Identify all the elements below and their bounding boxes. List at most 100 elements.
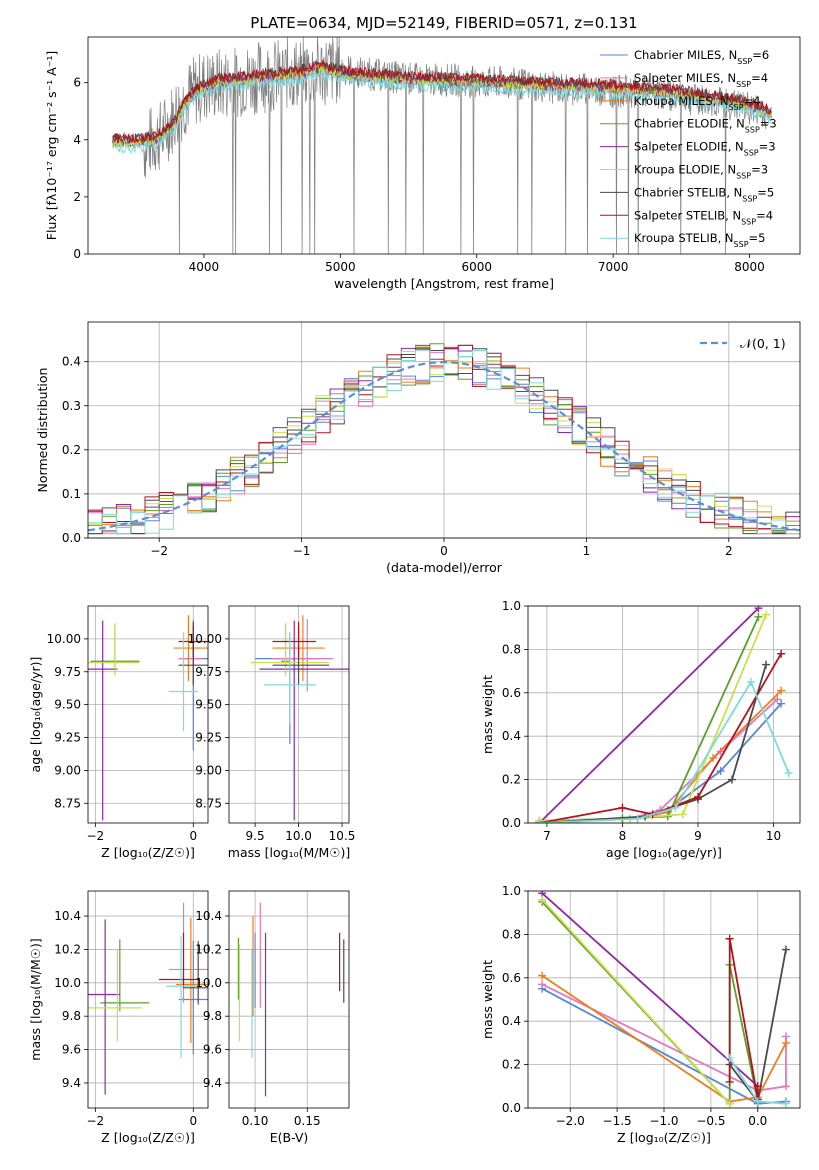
legend-suffix: =4 bbox=[744, 94, 761, 108]
marker-salpeter_stelib bbox=[725, 934, 734, 943]
legend-suffix: =3 bbox=[759, 140, 776, 154]
marker-kroupa_miles bbox=[709, 753, 718, 762]
series-salpeter_miles bbox=[541, 983, 787, 1092]
model-spectrum-salpeter_stelib bbox=[112, 60, 772, 144]
legend-sub: SSP bbox=[742, 194, 757, 203]
axes-massweight_vs_Z: −2.0 −1.5 −1.0 −0.5 0.0 0.0 0.2 0.4 0.6 0.8 1.0 Z [… bbox=[480, 884, 801, 1145]
legend-label: Kroupa MILES, N bbox=[634, 94, 729, 108]
y-tick-label: 10.2 bbox=[54, 942, 81, 956]
x-tick-label: 10 bbox=[766, 829, 781, 843]
marker-chabrier_elodie bbox=[754, 612, 763, 621]
x-tick-label: 0 bbox=[189, 1114, 197, 1128]
legend-suffix: =6 bbox=[752, 48, 769, 62]
series-salpeter_elodie bbox=[538, 607, 760, 823]
x-tick-label: 1 bbox=[583, 544, 591, 558]
model-spectrum-kroupa_stelib bbox=[112, 69, 772, 154]
plot-area bbox=[112, 37, 772, 254]
plot-area bbox=[88, 902, 208, 1095]
legend-label: Salpeter MILES, N bbox=[634, 71, 736, 85]
y-tick-label: 1.0 bbox=[502, 599, 521, 613]
x-tick-label: 6000 bbox=[461, 260, 492, 274]
y-tick-label: 9.8 bbox=[203, 1009, 222, 1023]
series-kroupa_miles bbox=[539, 689, 782, 823]
legend-sub: SSP bbox=[729, 102, 744, 111]
y-tick-label: 9.25 bbox=[195, 731, 222, 745]
plot-area bbox=[88, 615, 208, 821]
x-tick-label: 0.10 bbox=[242, 1114, 269, 1128]
legend-label: Kroupa ELODIE, N bbox=[634, 163, 736, 177]
y-tick-label: 1.0 bbox=[502, 884, 521, 898]
marker-salpeter_stelib bbox=[694, 792, 702, 801]
y-axis-label: mass weight bbox=[480, 675, 495, 754]
marker-chabrier_miles bbox=[777, 699, 786, 708]
marker-kroupa_stelib bbox=[784, 769, 793, 778]
x-tick-label: 5000 bbox=[325, 260, 356, 274]
x-tick-label: 10.5 bbox=[329, 829, 356, 843]
axes-frame bbox=[87, 605, 209, 824]
gridlines bbox=[528, 605, 800, 824]
y-tick-label: 10.2 bbox=[195, 942, 222, 956]
axes-mass_vs_ebv: 0.10 0.15 9.4 9.6 9.8 10.0 10.2 10.4 E(B-V) bbox=[195, 890, 350, 1145]
legend-label: Salpeter ELODIE, N bbox=[634, 140, 744, 154]
series-chabrier_elodie bbox=[541, 901, 759, 1106]
legend-sub: SSP bbox=[741, 217, 756, 226]
x-axis-label: age [log₁₀(age/yr)] bbox=[606, 845, 722, 860]
y-tick-label: 9.8 bbox=[62, 1009, 81, 1023]
x-axis-label: Z [log₁₀(Z/Z☉)] bbox=[617, 1130, 711, 1145]
marker-kroupa_stelib bbox=[633, 814, 642, 823]
marker-salpeter_stelib bbox=[618, 803, 627, 812]
legend-label: Salpeter STELIB, N bbox=[634, 208, 741, 222]
marker-kroupa_stelib bbox=[746, 677, 755, 686]
series-kroupa_elodie bbox=[541, 899, 731, 1105]
y-tick-label: 0.3 bbox=[62, 399, 81, 413]
y-axis-label: mass [log₁₀(M/M☉)] bbox=[28, 938, 43, 1060]
x-tick-label: 0.15 bbox=[294, 1114, 321, 1128]
axes-frame bbox=[87, 36, 801, 255]
x-tick-label: −2 bbox=[86, 1114, 104, 1128]
y-tick-label: 9.4 bbox=[203, 1076, 222, 1090]
legend-sub: SSP bbox=[744, 148, 759, 157]
axes-age_vs_mass: 9.5 10.0 10.5 8.75 9.00 9.25 9.50 9.75 10.00 mass… bbox=[188, 605, 356, 860]
y-axis-label: Flux [fλ10⁻¹⁷ erg cm⁻² s⁻¹ A⁻¹] bbox=[44, 51, 59, 240]
marker-kroupa_elodie bbox=[762, 610, 770, 619]
y-tick-label: 0.4 bbox=[502, 729, 521, 743]
y-tick-label: 0.4 bbox=[62, 355, 81, 369]
gridlines bbox=[229, 891, 349, 1108]
figure-title: PLATE=0634, MJD=52149, FIBERID=0571, z=0… bbox=[250, 14, 637, 32]
x-tick-label: 2 bbox=[725, 544, 733, 558]
marker-chabrier_stelib bbox=[762, 660, 770, 669]
y-tick-label: 10.0 bbox=[195, 976, 222, 990]
legend-entry: Kroupa ELODIE, NSSP=3 bbox=[634, 163, 768, 181]
legend-sub: SSP bbox=[745, 125, 760, 134]
x-axis-label: E(B-V) bbox=[270, 1130, 309, 1145]
series-salpeter_miles bbox=[539, 698, 778, 823]
y-tick-label: 10.4 bbox=[195, 909, 222, 923]
y-tick-label: 0.4 bbox=[502, 1014, 521, 1028]
y-axis-label: mass weight bbox=[480, 960, 495, 1039]
y-tick-label: 9.6 bbox=[203, 1043, 222, 1057]
histogram-salpeter_miles bbox=[88, 346, 800, 535]
y-tick-label: 0.0 bbox=[62, 531, 81, 545]
y-tick-label: 0.2 bbox=[502, 773, 521, 787]
y-tick-label: 8.75 bbox=[54, 796, 81, 810]
axes-frame bbox=[228, 605, 350, 824]
marker-kroupa_miles bbox=[777, 686, 786, 695]
axes-age_vs_Z: −2 0 8.75 9.00 9.25 9.50 9.75 10.00 Z [log₁₀(Z/Z… bbox=[28, 605, 209, 860]
x-tick-label: 0 bbox=[440, 544, 448, 558]
y-axis-label: Normed distribution bbox=[35, 368, 50, 493]
x-tick-label: 9 bbox=[694, 829, 702, 843]
marker-kroupa_elodie bbox=[538, 895, 547, 904]
marker-kroupa_stelib bbox=[781, 1099, 790, 1108]
y-tick-label: 0.8 bbox=[502, 642, 521, 656]
y-tick-label: 2 bbox=[73, 190, 81, 204]
legend-sub: SSP bbox=[736, 171, 751, 180]
x-tick-label: −1.5 bbox=[603, 1114, 632, 1128]
y-tick-label: 10.00 bbox=[188, 632, 222, 646]
plot-area bbox=[88, 343, 800, 535]
legend-suffix: =4 bbox=[751, 71, 768, 85]
axes-spectrum: 4000 5000 6000 7000 8000 0 2 4 6 wavelength [Angs… bbox=[44, 36, 801, 291]
axes-frame bbox=[228, 890, 350, 1109]
marker-chabrier_stelib bbox=[728, 775, 736, 784]
